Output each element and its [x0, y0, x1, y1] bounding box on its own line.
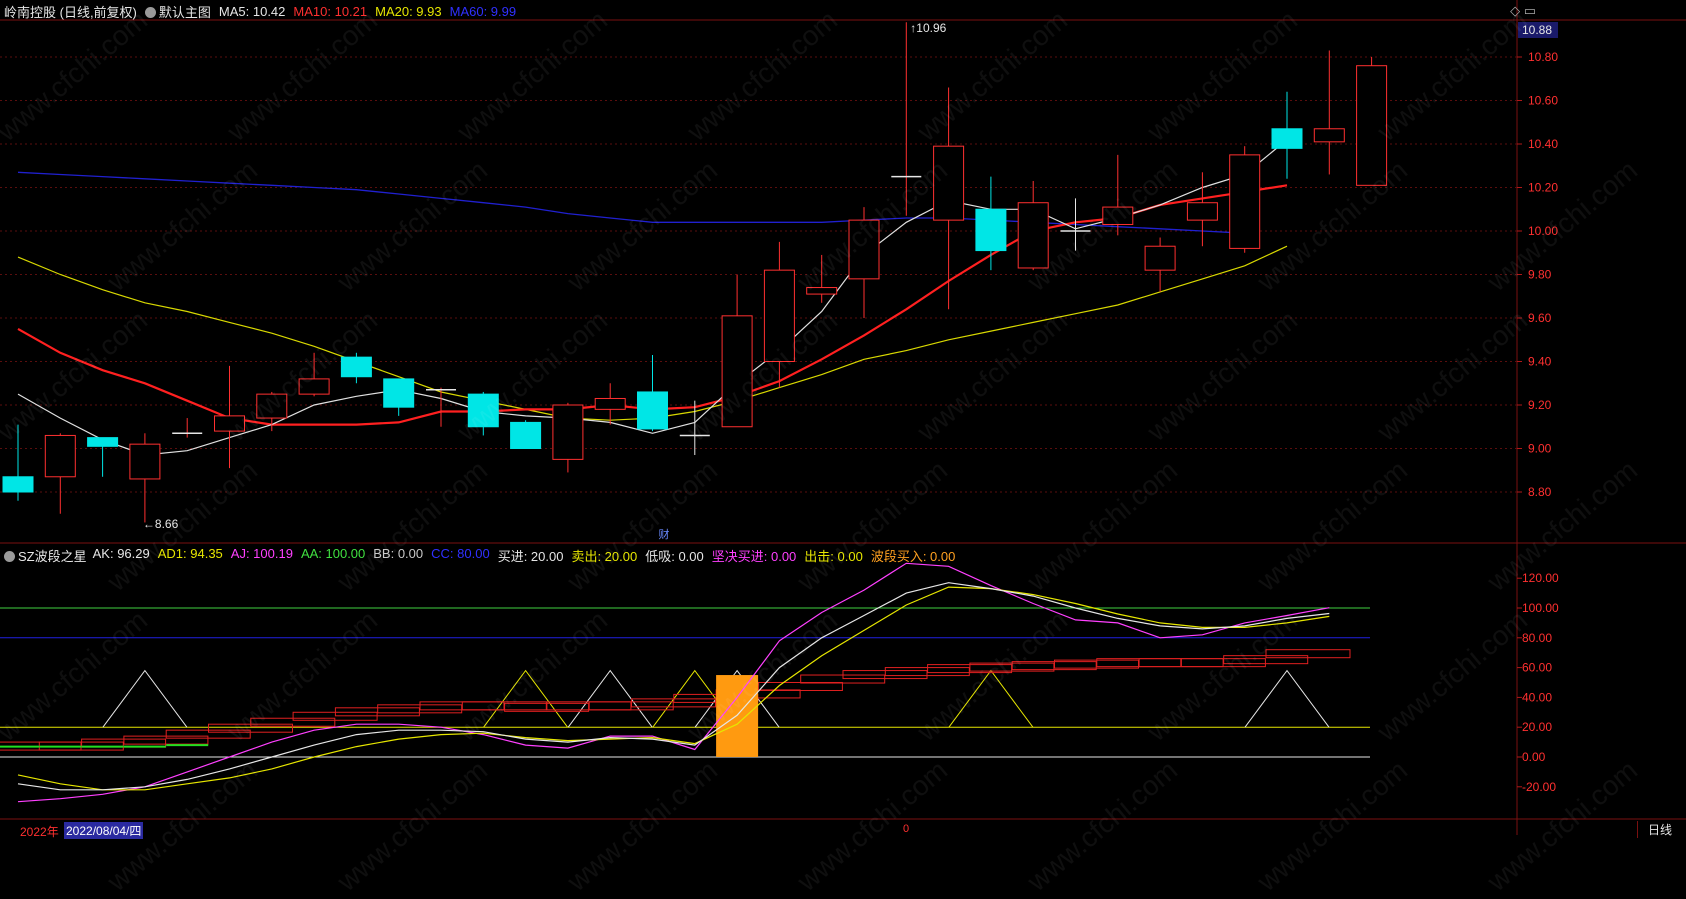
stock-title[interactable]: 岭南控股 (日线,前复权) [4, 5, 137, 20]
indicator-tick-label: 80.00 [1522, 631, 1552, 645]
candle-body [256, 393, 288, 419]
price-tick-label: 9.80 [1528, 268, 1552, 282]
price-tick-label: 10.60 [1528, 94, 1558, 108]
period-button[interactable]: 日线 [1636, 821, 1682, 838]
candle-body [214, 415, 245, 432]
settings-dot-icon[interactable] [144, 7, 156, 18]
candle-body [510, 421, 542, 449]
indicator-tick-label: 20.00 [1522, 720, 1552, 734]
price-tick-label: 8.80 [1528, 485, 1552, 499]
price-tick-label: 9.60 [1528, 311, 1552, 325]
indicator-value-9: 坚决买进: 0.00 [711, 549, 797, 564]
aj-line [17, 562, 1330, 803]
year-label: 2022年 [20, 825, 59, 839]
price-tick-label: 9.20 [1528, 398, 1552, 412]
candle-body [763, 269, 795, 362]
price-tick-label: 10.80 [1528, 50, 1558, 64]
candle-body [44, 434, 76, 478]
candle-body [1313, 128, 1345, 143]
price-tick-label: 10.40 [1528, 137, 1558, 151]
indicator-tick-label: 60.00 [1522, 661, 1552, 675]
ma10-value: MA10: 10.21 [293, 4, 368, 19]
indicator-value-8: 低吸: 0.00 [645, 549, 704, 564]
candle-body [298, 378, 330, 395]
indicator-value-3: AA: 100.00 [300, 546, 366, 561]
candle-body [806, 287, 838, 295]
indicator-tick-label: 40.00 [1522, 690, 1552, 704]
candle-body [467, 393, 499, 428]
main-chart-header: 岭南控股 (日线,前复权) 默认主图 MA5: 10.42 MA10: 10.2… [4, 2, 516, 21]
indicator-value-7: 卖出: 20.00 [571, 549, 638, 564]
crosshair-marker: 0 [903, 823, 910, 835]
settings-dot-icon[interactable] [4, 551, 15, 562]
candle-body [975, 208, 1007, 252]
candle-body [1017, 202, 1049, 269]
date-label: 2022/08/04/四 [64, 822, 144, 839]
triangle-white [1244, 669, 1330, 728]
triangle-white [567, 669, 653, 728]
candle-body [2, 476, 34, 493]
price-tick-label: 9.00 [1528, 442, 1552, 456]
indicator-tick-label: -20.00 [1522, 780, 1556, 794]
indicator-tick-label: 120.00 [1522, 571, 1559, 585]
candle-body [594, 397, 626, 410]
indicator-value-6: 买进: 20.00 [497, 549, 564, 564]
ma5-value: MA5: 10.42 [218, 4, 286, 19]
indicator-tick-label: 100.00 [1522, 601, 1559, 615]
candle-body [1229, 154, 1261, 249]
candle-body [87, 437, 119, 447]
candle-body [1356, 65, 1388, 186]
candle-body [933, 145, 965, 221]
candle-body [637, 391, 668, 430]
candle-body [1271, 128, 1303, 149]
indicator-value-5: CC: 80.00 [431, 546, 490, 561]
price-tick-label: 10.00 [1528, 224, 1558, 238]
indicator-value-1: AD1: 94.35 [157, 546, 223, 561]
triangle-white [102, 669, 188, 728]
indicator-value-4: BB: 0.00 [373, 546, 424, 561]
candle-body [1102, 206, 1134, 225]
top-right-controls[interactable]: ◇ ▭ [1510, 3, 1536, 18]
ak-line [17, 582, 1330, 791]
indicator-value-2: AJ: 100.19 [230, 546, 293, 561]
candle-body [383, 378, 415, 408]
indicator-header: SZ波段之星 AK: 96.29 AD1: 94.35 AJ: 100.19 AA: … [4, 546, 955, 565]
candle-body [848, 219, 880, 280]
current-price-box [1518, 22, 1558, 38]
indicator-value-10: 出击: 0.00 [804, 549, 863, 564]
chart-name[interactable]: 默认主图 [144, 2, 211, 21]
indicator-value-11: 波段买入: 0.00 [870, 549, 956, 564]
current-price-label: 10.88 [1522, 23, 1552, 37]
indicator-value-0: AK: 96.29 [92, 546, 150, 561]
triangle-yellow [483, 669, 569, 728]
triangle-white [694, 669, 780, 728]
ma20-value: MA20: 9.93 [375, 4, 442, 19]
candle-body [552, 404, 584, 460]
candle-body [129, 443, 161, 480]
ad1-line [17, 586, 1330, 791]
step-red [757, 681, 843, 691]
price-tick-label: 9.40 [1528, 355, 1552, 369]
triangle-yellow [948, 669, 1034, 728]
event-marker: 财 [659, 527, 670, 541]
price-tick-label: 10.20 [1528, 181, 1558, 195]
indicator-name[interactable]: SZ波段之星 [4, 546, 87, 565]
ma60-value: MA60: 9.99 [449, 4, 517, 19]
candle-body [721, 315, 753, 428]
step-red [1265, 649, 1351, 659]
low-annotation: ←8.66 [143, 517, 179, 531]
candle-body [340, 356, 372, 378]
candle-body [1144, 245, 1176, 271]
high-annotation: ↑10.96 [910, 21, 946, 35]
candle-body [1186, 202, 1218, 221]
ma60-line [17, 171, 1245, 234]
indicator-tick-label: 0.00 [1522, 750, 1546, 764]
